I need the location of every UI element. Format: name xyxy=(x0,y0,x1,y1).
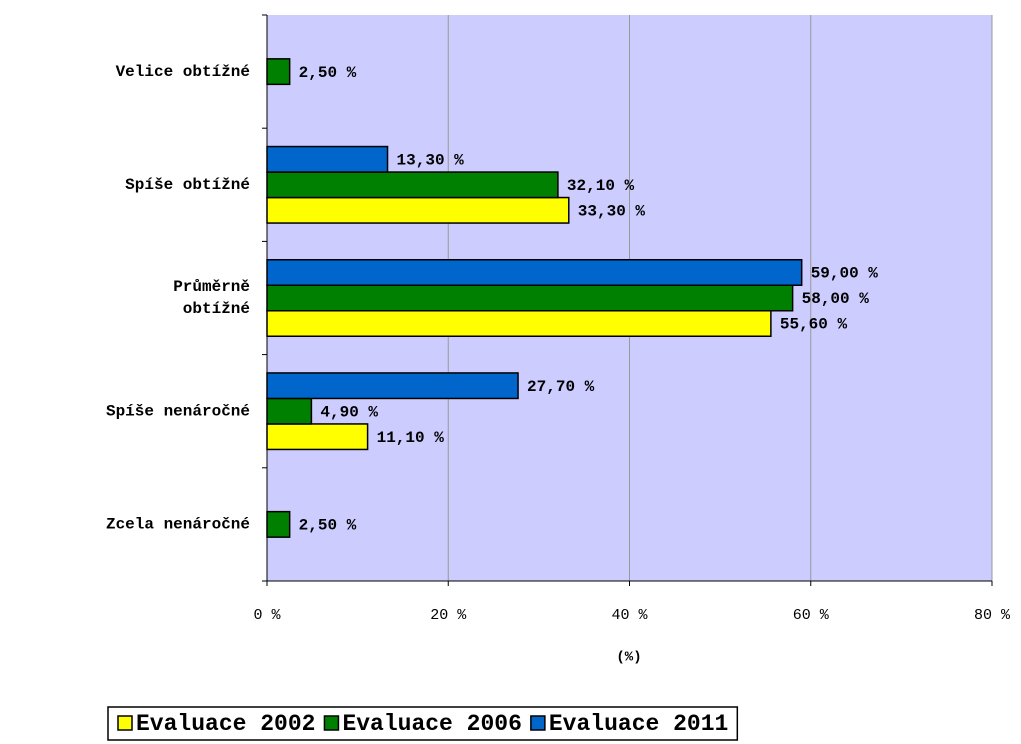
value-label: 59,00 % xyxy=(811,265,879,283)
y-tick-label: Zcela nenáročné xyxy=(106,516,250,534)
bar xyxy=(266,171,559,199)
value-label: 4,90 % xyxy=(320,403,378,421)
legend-label: Evaluace 2011 xyxy=(549,711,728,737)
bar xyxy=(266,145,389,173)
value-label: 32,10 % xyxy=(567,177,635,195)
bar xyxy=(266,372,519,400)
legend xyxy=(107,706,739,741)
bar xyxy=(266,259,803,286)
bar xyxy=(266,423,369,451)
legend-swatch xyxy=(530,715,546,731)
bar xyxy=(266,58,291,86)
y-tick-label: Průměrně obtížné xyxy=(173,278,250,318)
bar xyxy=(266,310,772,337)
value-label: 27,70 % xyxy=(527,378,595,396)
value-label: 58,00 % xyxy=(802,290,870,308)
value-label: 55,60 % xyxy=(780,316,848,334)
bar xyxy=(266,397,313,425)
y-tick-label: Spíše obtížné xyxy=(125,176,250,194)
x-tick-label: 0 % xyxy=(253,607,281,624)
x-tick-label: 60 % xyxy=(793,607,830,624)
y-tick-label: Spíše nenáročné xyxy=(106,402,250,420)
bar xyxy=(266,510,291,538)
bar xyxy=(266,196,570,224)
x-tick-label: 20 % xyxy=(430,607,467,624)
x-tick-label: 40 % xyxy=(611,607,648,624)
legend-label: Evaluace 2006 xyxy=(342,711,521,737)
legend-swatch xyxy=(117,715,133,731)
value-label: 13,30 % xyxy=(397,152,465,170)
x-axis-label: (%) xyxy=(616,650,641,666)
legend-swatch xyxy=(323,715,340,731)
value-label: 2,50 % xyxy=(299,517,357,535)
x-tick-label: 80 % xyxy=(974,607,1011,624)
bar xyxy=(266,284,794,312)
value-label: 2,50 % xyxy=(299,64,357,82)
y-tick-label: Velice obtížné xyxy=(116,63,250,81)
legend-label: Evaluace 2002 xyxy=(136,711,315,737)
value-label: 33,30 % xyxy=(578,203,646,221)
value-label: 11,10 % xyxy=(377,429,445,447)
